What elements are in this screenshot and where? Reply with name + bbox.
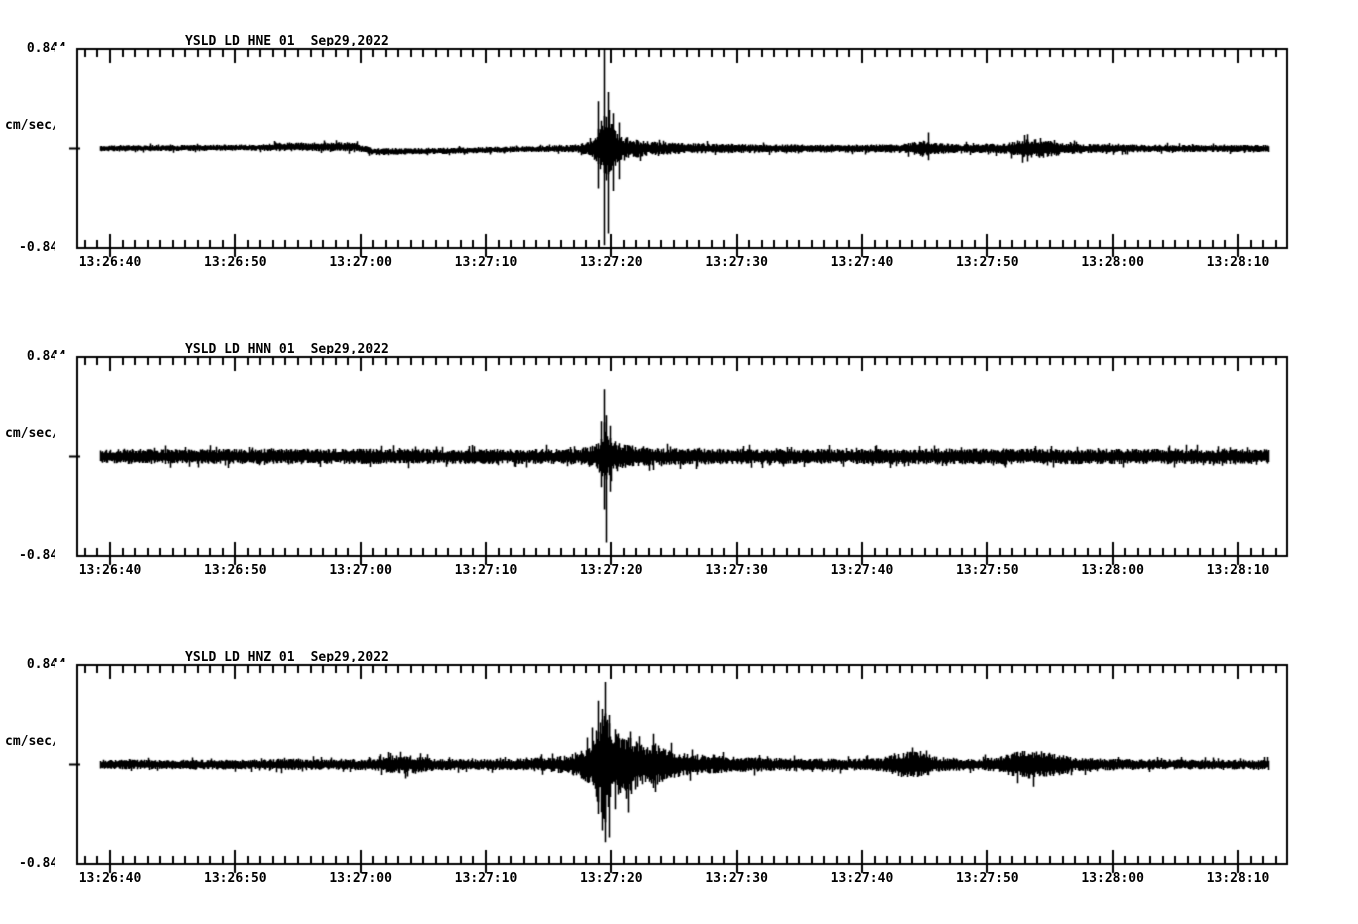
x-tick-label: 13:27:50 (956, 871, 1019, 886)
x-tick-label: 13:26:40 (78, 871, 142, 886)
x-tick-label: 13:28:00 (1081, 255, 1144, 270)
station-channel-label: YSLD_LD_HNN_01 (185, 342, 295, 357)
seismogram-canvas-hne (55, 46, 1295, 260)
seismogram-panel-hnz: YSLD_LD_HNZ_01 Sep29,2022 0.844 cm/sec/s… (0, 649, 1358, 895)
chart-title: YSLD_LD_HNN_01 Sep29,2022 (185, 342, 389, 357)
x-tick-label: 13:27:20 (580, 255, 643, 270)
date-label: Sep29,2022 (310, 650, 389, 665)
chart-title: YSLD_LD_HNZ_01 Sep29,2022 (185, 650, 389, 665)
chart-title: YSLD_LD_HNE_01 Sep29,2022 (185, 34, 389, 49)
x-tick-label: 13:27:10 (454, 871, 518, 886)
x-tick-label: 13:26:40 (78, 563, 142, 578)
seismogram-panel-hnn: YSLD_LD_HNN_01 Sep29,2022 0.844 cm/sec/s… (0, 341, 1358, 587)
x-tick-label: 13:26:50 (204, 255, 267, 270)
seismogram-panel-hne: YSLD_LD_HNE_01 Sep29,2022 0.844 cm/sec/s… (0, 33, 1358, 279)
x-tick-label: 13:26:50 (204, 563, 267, 578)
x-tick-label: 13:27:30 (705, 563, 768, 578)
x-tick-label: 13:27:40 (830, 871, 894, 886)
y-axis-min-label: -0.844 (19, 240, 66, 255)
x-tick-label: 13:26:40 (78, 255, 142, 270)
date-label: Sep29,2022 (310, 342, 389, 357)
x-tick-label: 13:27:40 (830, 255, 894, 270)
x-tick-label: 13:28:00 (1081, 871, 1144, 886)
x-tick-label: 13:27:20 (580, 871, 643, 886)
x-tick-label: 13:27:50 (956, 255, 1019, 270)
x-tick-label: 13:27:00 (329, 871, 392, 886)
date-label: Sep29,2022 (310, 34, 389, 49)
y-axis-min-label: -0.844 (19, 856, 66, 871)
x-tick-label: 13:27:20 (580, 563, 643, 578)
x-tick-label: 13:27:10 (454, 255, 518, 270)
y-axis-min-label: -0.844 (19, 548, 66, 563)
seismogram-canvas-hnn (55, 354, 1295, 568)
x-tick-label: 13:27:30 (705, 255, 768, 270)
x-tick-label: 13:27:10 (454, 563, 518, 578)
station-channel-label: YSLD_LD_HNE_01 (185, 34, 295, 49)
x-tick-label: 13:27:00 (329, 255, 392, 270)
station-channel-label: YSLD_LD_HNZ_01 (185, 650, 295, 665)
x-tick-label: 13:27:40 (830, 563, 894, 578)
x-tick-label: 13:27:50 (956, 563, 1019, 578)
x-tick-label: 13:26:50 (204, 871, 267, 886)
x-tick-label: 13:28:10 (1206, 871, 1270, 886)
x-tick-label: 13:28:00 (1081, 563, 1144, 578)
x-tick-label: 13:28:10 (1206, 255, 1270, 270)
x-tick-label: 13:27:00 (329, 563, 392, 578)
x-tick-label: 13:27:30 (705, 871, 768, 886)
seismogram-canvas-hnz (55, 662, 1295, 876)
x-tick-label: 13:28:10 (1206, 563, 1270, 578)
